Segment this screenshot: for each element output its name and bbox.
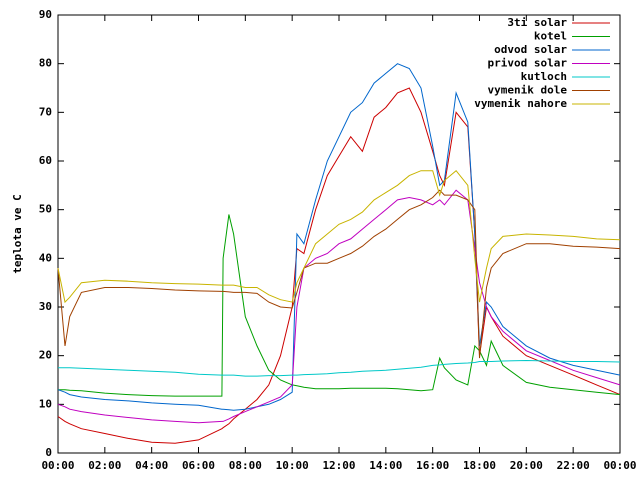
y-tick-label: 80 <box>39 57 52 70</box>
legend-label: 3ti solar <box>507 16 567 29</box>
y-tick-label: 30 <box>39 300 52 313</box>
x-tick-label: 14:00 <box>369 459 402 472</box>
y-tick-label: 40 <box>39 251 52 264</box>
y-axis-label: teplota ve C <box>11 194 24 273</box>
x-tick-label: 08:00 <box>229 459 262 472</box>
legend-label: kotel <box>534 30 567 43</box>
y-tick-label: 50 <box>39 203 52 216</box>
legend-label: kutloch <box>521 70 567 83</box>
legend-label: vymenik dole <box>488 84 568 97</box>
y-tick-label: 10 <box>39 397 52 410</box>
y-tick-label: 0 <box>45 446 52 459</box>
x-tick-label: 16:00 <box>416 459 449 472</box>
x-tick-label: 00:00 <box>41 459 74 472</box>
x-tick-label: 10:00 <box>276 459 309 472</box>
y-tick-label: 60 <box>39 154 52 167</box>
series-line <box>57 63 621 411</box>
legend-label: vymenik nahore <box>474 97 567 110</box>
x-tick-label: 20:00 <box>510 459 543 472</box>
series-line <box>57 87 621 444</box>
y-tick-label: 90 <box>39 8 52 21</box>
x-tick-label: 04:00 <box>135 459 168 472</box>
series-line <box>58 359 621 377</box>
series-line <box>57 189 621 424</box>
x-tick-label: 18:00 <box>463 459 496 472</box>
x-tick-label: 06:00 <box>182 459 215 472</box>
legend-label: odvod solar <box>494 43 567 56</box>
x-tick-label: 02:00 <box>88 459 121 472</box>
y-tick-label: 20 <box>39 349 52 362</box>
x-tick-label: 22:00 <box>557 459 590 472</box>
y-tick-label: 70 <box>39 105 52 118</box>
series-line <box>58 214 621 397</box>
legend-label: privod solar <box>488 57 568 70</box>
series-line <box>57 189 621 359</box>
series-line <box>57 169 621 304</box>
plot-border <box>57 14 621 454</box>
x-tick-label: 00:00 <box>603 459 636 472</box>
x-tick-label: 12:00 <box>322 459 355 472</box>
